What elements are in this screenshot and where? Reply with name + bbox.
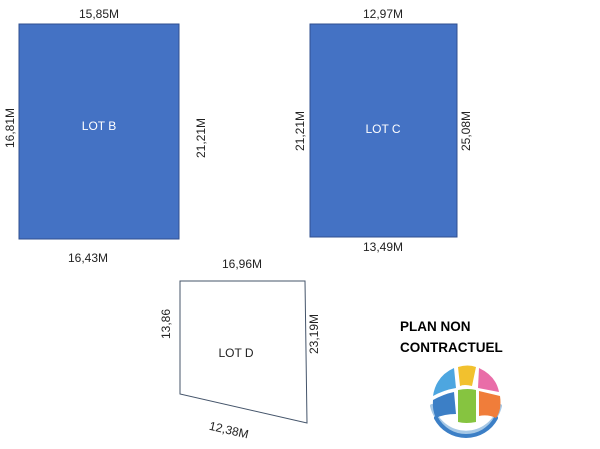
lot-d-top-dimension: 16,96M	[222, 257, 262, 271]
plan-disclaimer-line-1: PLAN NON	[400, 319, 471, 334]
lot-d: LOT D 16,96M 13,86 23,19M 12,38M	[159, 257, 321, 441]
lot-c-shape	[309, 23, 458, 238]
lot-b-left-dimension: 16,81M	[3, 108, 17, 148]
lot-c-label: LOT C	[365, 122, 400, 136]
lot-c-right-dimension: 25,08M	[459, 111, 473, 151]
lot-d-shape	[179, 280, 308, 424]
lot-b-right-dimension: 21,21M	[194, 118, 208, 158]
lot-c: LOT C 12,97M 21,21M 25,08M 13,49M	[293, 7, 473, 254]
plan-disclaimer-line-2: CONTRACTUEL	[400, 340, 503, 355]
lot-b-label: LOT B	[82, 119, 116, 133]
lot-c-bottom-dimension: 13,49M	[363, 240, 403, 254]
lot-b-bottom-dimension: 16,43M	[68, 251, 108, 265]
lot-b-top-dimension: 15,85M	[79, 7, 119, 21]
lot-c-top-dimension: 12,97M	[363, 7, 403, 21]
lot-d-left-dimension: 13,86	[159, 309, 173, 339]
lot-c-left-dimension: 21,21M	[293, 111, 307, 151]
colorful-globe-logo-icon	[430, 365, 502, 438]
plan-disclaimer: PLAN NON CONTRACTUEL	[400, 316, 550, 358]
lot-d-right-dimension: 23,19M	[307, 314, 321, 354]
lot-d-label: LOT D	[218, 346, 253, 360]
lot-b: LOT B 15,85M 16,81M 21,21M 16,43M	[3, 7, 208, 265]
lot-b-shape	[18, 23, 180, 240]
lot-d-bottom-dimension: 12,38M	[208, 419, 250, 442]
